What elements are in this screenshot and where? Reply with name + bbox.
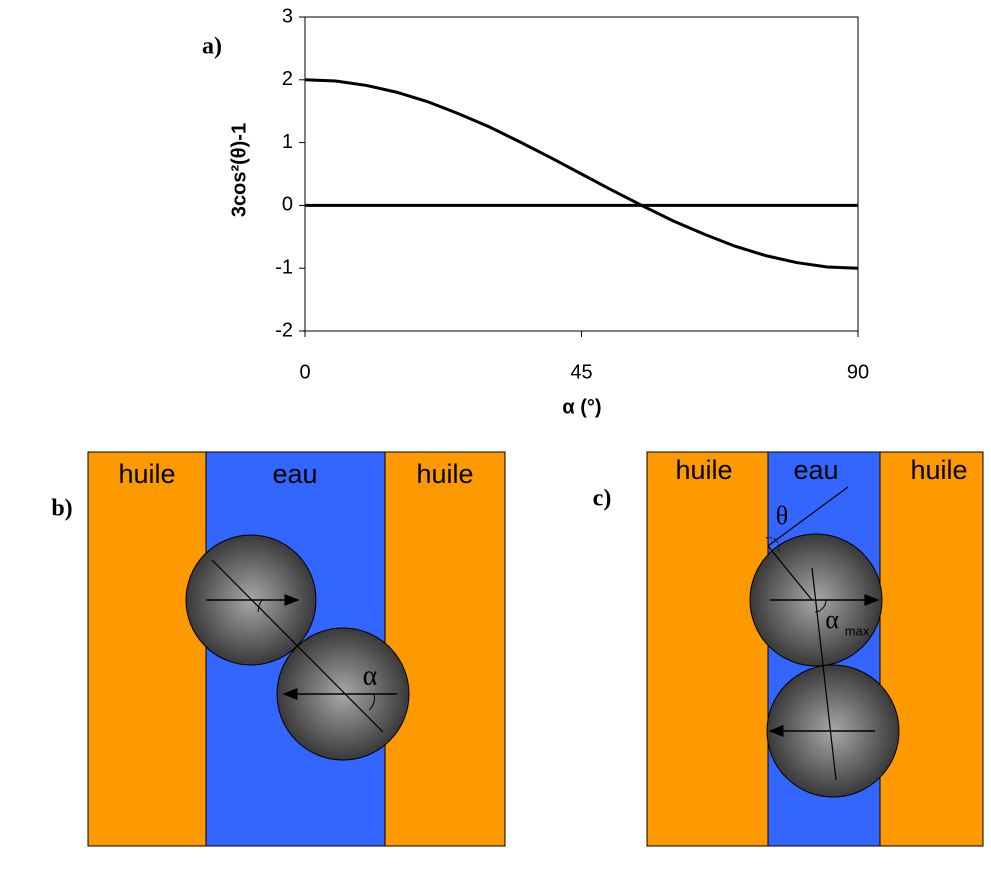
region-label: huile — [910, 455, 967, 485]
region-label: huile — [118, 459, 175, 489]
panel-label: b) — [51, 496, 72, 522]
oil-region — [879, 451, 984, 847]
x-axis-label: α (°) — [562, 396, 601, 418]
angle-label: θ — [776, 501, 788, 530]
y-tick-label: 1 — [282, 131, 293, 153]
panel-label: a) — [202, 34, 222, 60]
y-tick-label: -2 — [275, 319, 293, 341]
diagram-b: b) huile eau huile α — [51, 451, 506, 847]
oil-region — [87, 451, 207, 847]
angle-label: α — [363, 660, 378, 691]
chart: a) 3cos²(θ)-1 α (°) -2 -1 0 1 2 3 0 45 90 — [202, 5, 869, 418]
contact-line — [767, 545, 813, 601]
region-label: huile — [416, 459, 473, 489]
y-tick-label: 0 — [282, 194, 293, 216]
center-line — [211, 559, 384, 733]
region-label: huile — [675, 455, 732, 485]
x-tick-label: 90 — [847, 361, 869, 383]
region-label: eau — [272, 459, 317, 489]
oil-region — [646, 451, 769, 847]
angle-label: α — [825, 605, 839, 634]
y-tick-label: 2 — [282, 68, 293, 90]
angle-subscript: max — [845, 623, 870, 638]
x-tick-label: 45 — [570, 361, 592, 383]
x-tick-label: 0 — [299, 361, 310, 383]
y-tick-label: -1 — [275, 256, 293, 278]
panel-label: c) — [593, 486, 612, 512]
diagram-c: c) huile eau huile θ α max — [593, 451, 984, 847]
y-tick-label: 3 — [282, 5, 293, 27]
angle-arc — [765, 537, 780, 553]
angle-arc — [814, 599, 827, 613]
center-line — [811, 567, 837, 781]
angle-arc — [257, 599, 263, 613]
data-line — [304, 78, 859, 270]
y-axis-label: 3cos²(θ)-1 — [228, 123, 250, 217]
oil-region — [384, 451, 506, 847]
interface-normal — [767, 486, 849, 547]
region-label: eau — [793, 455, 838, 485]
angle-arc — [368, 693, 375, 711]
